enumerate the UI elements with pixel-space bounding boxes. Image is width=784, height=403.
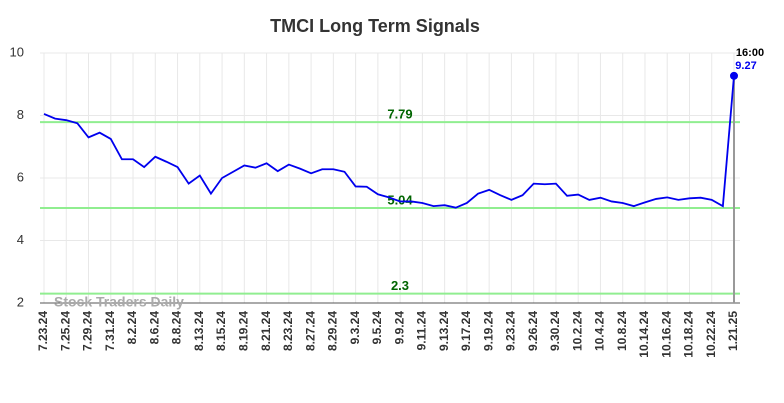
x-tick-label: 9.11.24	[415, 311, 429, 351]
x-tick-label: 9.26.24	[526, 311, 540, 351]
x-tick-label: 9.17.24	[459, 311, 473, 351]
x-tick-label: 10.14.24	[637, 311, 651, 358]
watermark: Stock Traders Daily	[54, 294, 184, 310]
x-tick-label: 10.16.24	[659, 311, 673, 358]
x-tick-label: 8.19.24	[236, 311, 250, 351]
x-tick-label: 8.29.24	[326, 311, 340, 351]
y-tick-label: 6	[17, 169, 24, 184]
x-tick-label: 8.21.24	[259, 311, 273, 351]
x-tick-label: 10.8.24	[615, 311, 629, 351]
x-tick-label: 9.30.24	[548, 311, 562, 351]
x-tick-label: 10.18.24	[682, 311, 696, 358]
x-tick-label: 9.9.24	[392, 311, 406, 345]
last-value-label: 9.27	[735, 60, 756, 72]
x-tick-label: 9.3.24	[348, 311, 362, 345]
x-tick-label: 10.2.24	[570, 311, 584, 351]
x-tick-label: 7.25.24	[58, 311, 72, 351]
x-tick-label: 7.29.24	[81, 311, 95, 351]
x-tick-label: 8.27.24	[303, 311, 317, 351]
x-tick-label: 8.8.24	[170, 311, 184, 345]
x-tick-label: 9.19.24	[481, 311, 495, 351]
x-tick-label: 7.23.24	[36, 311, 50, 351]
x-tick-label: 10.22.24	[704, 311, 718, 358]
last-time: 16:00	[736, 47, 764, 59]
x-tick-label: 8.23.24	[281, 311, 295, 351]
x-tick-label: 9.5.24	[370, 311, 384, 345]
y-tick-label: 10	[10, 44, 24, 59]
signal-label: 5.04	[387, 192, 413, 207]
x-tick-label: 7.31.24	[103, 311, 117, 351]
signal-label: 2.3	[391, 278, 409, 293]
x-tick-label: 8.15.24	[214, 311, 228, 351]
x-tick-label: 9.23.24	[504, 311, 518, 351]
x-tick-label: 8.13.24	[192, 311, 206, 351]
chart-title: TMCI Long Term Signals	[270, 16, 480, 36]
y-tick-label: 8	[17, 107, 24, 122]
y-tick-label: 4	[17, 232, 24, 247]
x-tick-label: 10.4.24	[593, 311, 607, 351]
signal-label: 7.79	[387, 107, 412, 122]
series-line	[43, 75, 735, 209]
x-tick-label: 8.2.24	[125, 311, 139, 345]
x-tick-label: 1.21.25	[726, 311, 740, 351]
x-tick-label: 8.6.24	[147, 311, 161, 345]
last-point	[730, 71, 738, 80]
x-tick-label: 9.13.24	[437, 311, 451, 351]
y-tick-label: 2	[17, 294, 24, 309]
